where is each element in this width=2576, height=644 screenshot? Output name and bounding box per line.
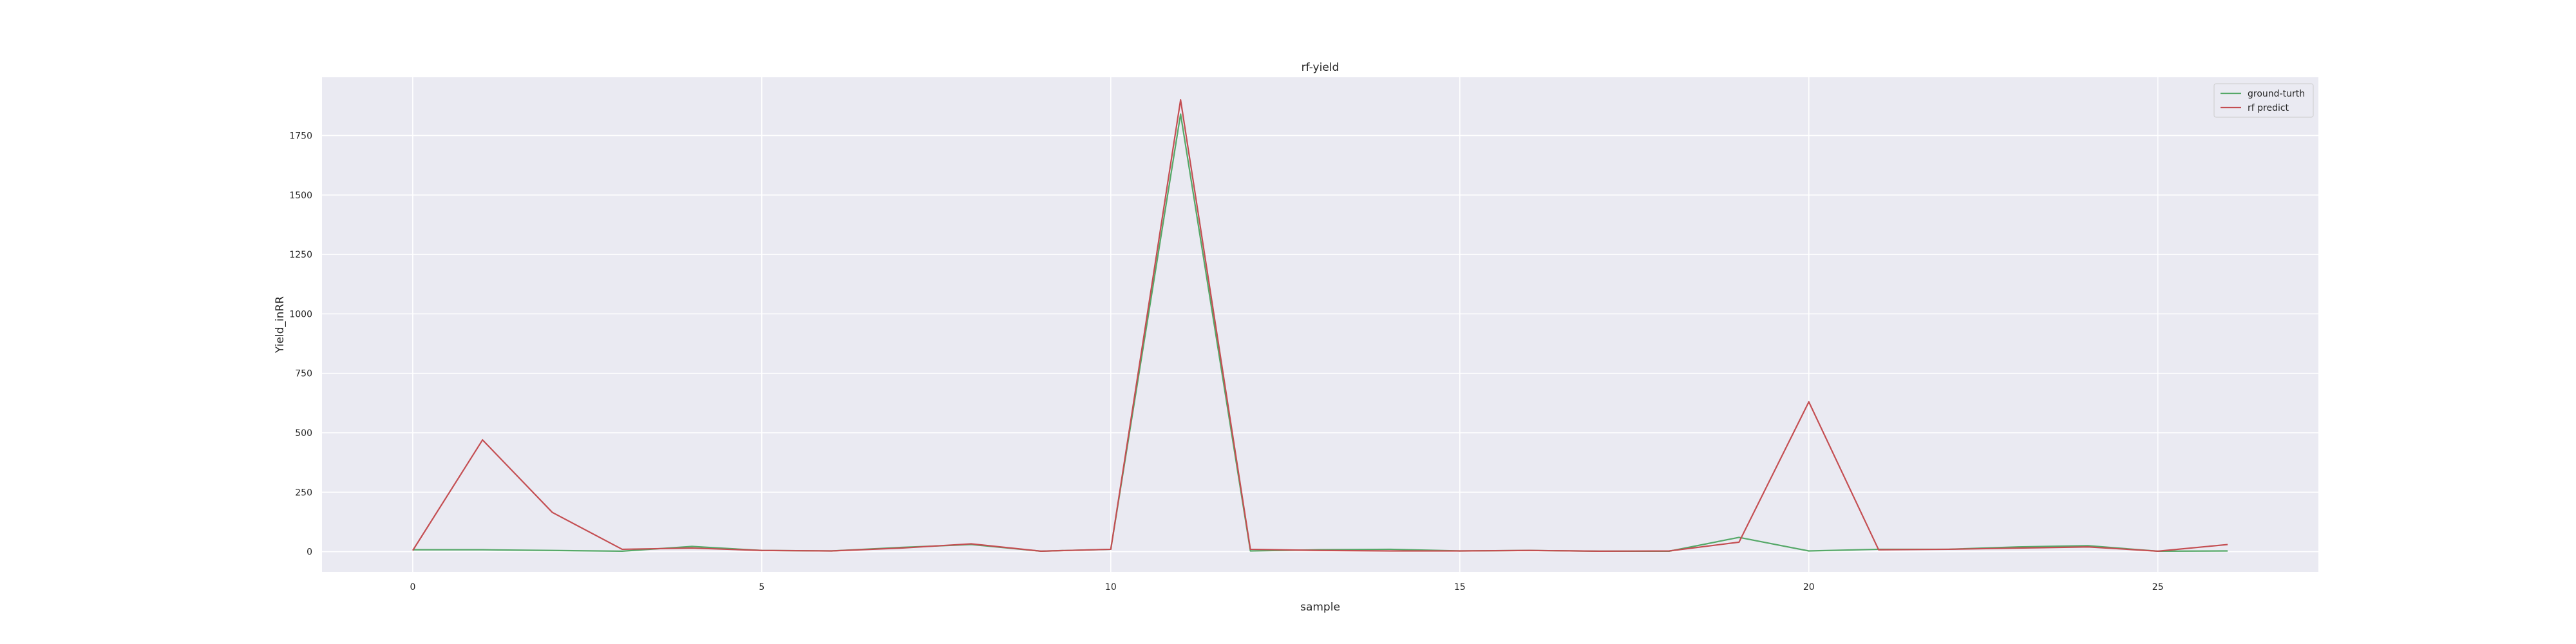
legend: ground-turth rf predict xyxy=(2213,83,2314,118)
x-tick-label: 5 xyxy=(759,582,764,592)
y-tick-label: 1000 xyxy=(289,309,312,319)
y-tick-label: 250 xyxy=(295,488,312,498)
plot-background xyxy=(322,77,2318,572)
y-tick-label: 500 xyxy=(295,428,312,439)
y-tick-label: 1750 xyxy=(289,131,312,141)
x-axis-label: sample xyxy=(1300,601,1340,614)
legend-box xyxy=(2213,83,2314,118)
x-tick-label: 25 xyxy=(2152,582,2164,592)
x-tick-label: 10 xyxy=(1105,582,1117,592)
series-lines xyxy=(412,99,2228,552)
legend-label: ground-turth xyxy=(2248,89,2305,99)
x-tick-labels: 0 5 10 15 20 25 xyxy=(410,582,2163,592)
y-axis-label: Yield_inRR xyxy=(274,296,287,354)
x-tick-label: 15 xyxy=(1454,582,1466,592)
y-tick-label: 1250 xyxy=(289,250,312,260)
y-tick-labels: 0 250 500 750 1000 1250 1500 1750 xyxy=(289,131,312,557)
x-tick-label: 20 xyxy=(1803,582,1815,592)
y-tick-label: 0 xyxy=(307,547,312,558)
y-tick-label: 750 xyxy=(295,369,312,379)
chart-title: rf-yield xyxy=(1302,61,1340,74)
legend-label: rf predict xyxy=(2248,103,2289,113)
x-tick-label: 0 xyxy=(410,582,415,592)
y-tick-label: 1500 xyxy=(289,191,312,201)
grid-lines xyxy=(322,77,2318,572)
series-line-rf-predict xyxy=(412,99,2228,552)
